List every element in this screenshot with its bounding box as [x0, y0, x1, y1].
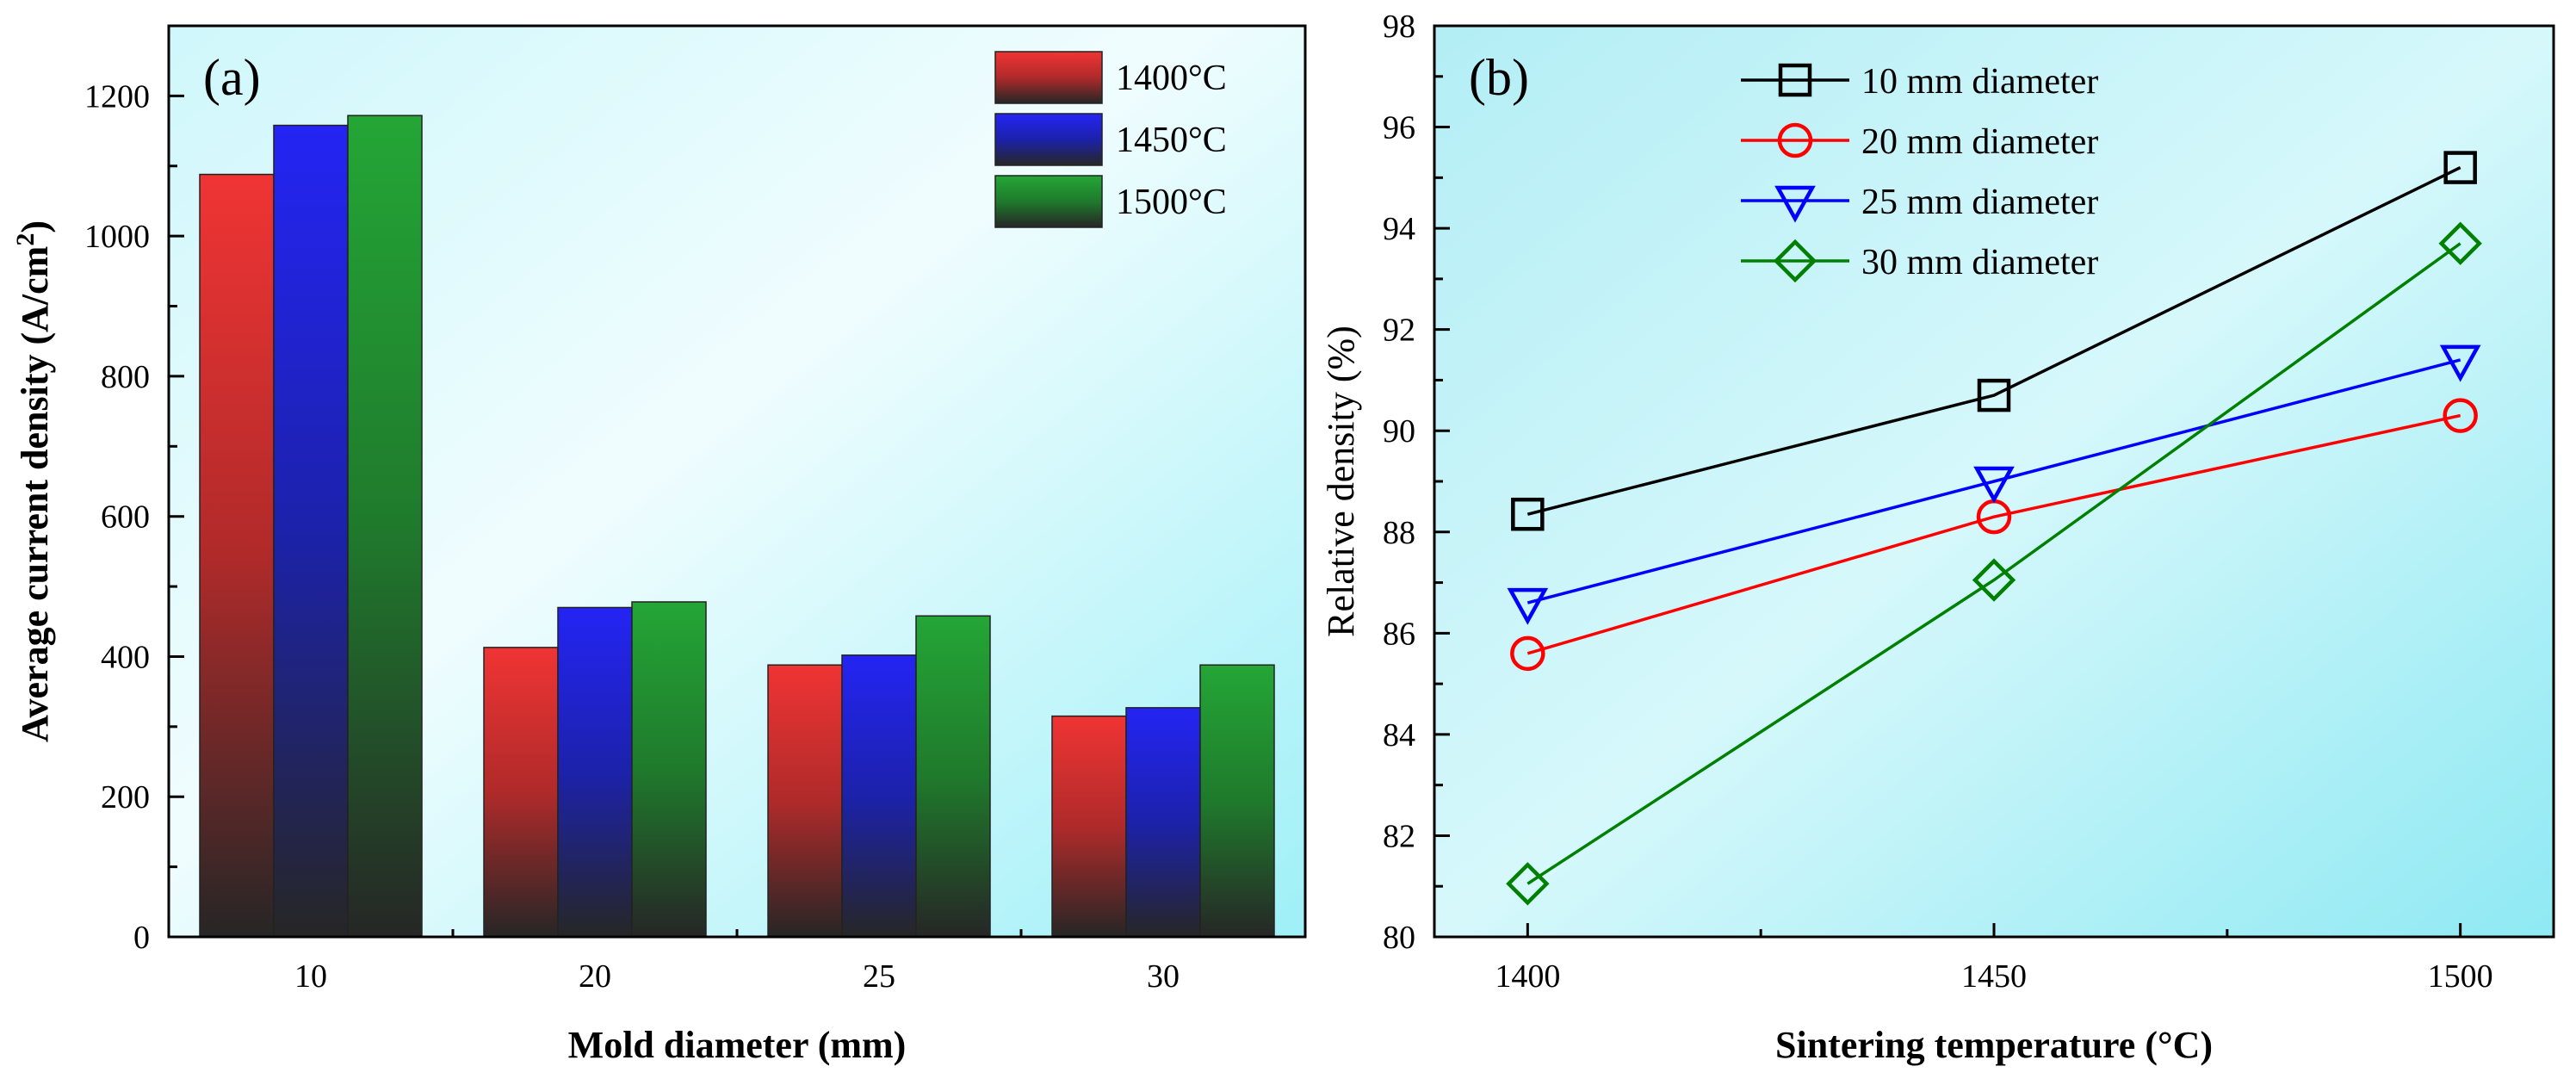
legend-marker — [1778, 63, 1812, 97]
y-tick-label: 800 — [101, 359, 150, 395]
y-tick-label: 1200 — [84, 78, 150, 115]
data-point-2 — [1507, 587, 1549, 625]
y-tick-label: 96 — [1383, 110, 1415, 146]
legend-marker — [1774, 185, 1816, 223]
y-tick-label: 90 — [1383, 413, 1415, 450]
data-point-3 — [1506, 862, 1550, 906]
data-point-0 — [1977, 378, 2011, 412]
x-tick-label: 30 — [1147, 958, 1180, 995]
panel-b-plot-frame — [1433, 24, 2555, 939]
bar-25-0 — [767, 664, 843, 938]
data-point-2 — [1973, 466, 2015, 504]
legend-swatch — [994, 175, 1103, 228]
legend-marker — [1773, 239, 1817, 283]
y-tick-label: 80 — [1383, 920, 1415, 956]
bar-20-1 — [557, 606, 633, 938]
bar-25-1 — [841, 654, 917, 938]
y-tick-label: 400 — [101, 639, 150, 675]
legend-label: 1500°C — [1116, 183, 1227, 222]
panel-a-y-axis-title: Average current density (A/cm2) — [11, 220, 56, 742]
series-line-2 — [1526, 358, 2461, 604]
data-point-0 — [2443, 151, 2477, 184]
panel-a-legend: 1400°C 1450°C 1500°C — [994, 51, 1227, 228]
y-tick-label: 84 — [1383, 717, 1415, 753]
data-point-1 — [1510, 636, 1545, 672]
y-tick-label: 98 — [1383, 9, 1415, 45]
data-point-2 — [2439, 344, 2481, 382]
bar-30-2 — [1199, 664, 1275, 938]
y-tick-label: 200 — [101, 779, 150, 815]
legend-label: 25 mm diameter — [1861, 183, 2098, 222]
series-line-0 — [1526, 166, 2461, 516]
panel-b-line-chart: 80 82 84 86 88 90 92 94 96 98 1400 1450 1500 (b) Si… — [1320, 9, 2555, 1066]
legend-label: 10 mm diameter — [1861, 62, 2098, 102]
x-tick-label: 1400 — [1495, 958, 1560, 995]
panel-b-y-axis-title: Relative density (%) — [1320, 326, 1362, 637]
panel-b-label: (b) — [1469, 49, 1529, 106]
bar-20-0 — [483, 647, 559, 938]
y-tick-label: 86 — [1383, 616, 1415, 652]
x-tick-label: 1450 — [1961, 958, 2027, 995]
y-tick-label: 82 — [1383, 818, 1415, 854]
x-tick-label: 25 — [863, 958, 895, 995]
panel-a-x-axis-title: Mold diameter (mm) — [568, 1024, 907, 1066]
legend-swatch — [994, 51, 1103, 104]
bar-10-1 — [273, 124, 349, 938]
data-point-0 — [1511, 497, 1545, 531]
y-tick-label: 600 — [101, 499, 150, 536]
bar-10-2 — [347, 115, 423, 938]
y-tick-label: 92 — [1383, 313, 1415, 349]
y-tick-label: 94 — [1383, 211, 1415, 247]
x-tick-label: 10 — [294, 958, 327, 995]
series-line-1 — [1526, 413, 2461, 655]
legend-label: 1450°C — [1116, 121, 1227, 160]
legend-label: 20 mm diameter — [1861, 122, 2098, 162]
bar-25-2 — [915, 615, 991, 938]
legend-label: 1400°C — [1116, 59, 1227, 98]
y-tick-label: 88 — [1383, 515, 1415, 551]
x-tick-label: 20 — [579, 958, 611, 995]
panel-b-x-axis-title: Sintering temperature (°C) — [1775, 1024, 2213, 1066]
panel-a-y-axis-title-superscript: 2 — [11, 233, 40, 246]
panel-a-bar-chart: 0 200 400 600 800 1000 1200 10 20 25 30 (a) Mold … — [11, 24, 1307, 1066]
panel-b-legend: 10 mm diameter 20 mm diameter 25 mm diamet… — [1741, 62, 2098, 283]
bar-20-2 — [631, 601, 707, 938]
y-tick-label: 0 — [133, 920, 150, 956]
bar-10-0 — [199, 173, 275, 938]
data-point-3 — [1972, 558, 2016, 602]
data-point-3 — [2438, 221, 2482, 265]
panel-a-label: (a) — [203, 49, 261, 106]
bar-30-1 — [1125, 707, 1201, 938]
data-point-1 — [2443, 398, 2478, 433]
legend-swatch — [994, 113, 1103, 166]
legend-label: 30 mm diameter — [1861, 243, 2098, 282]
legend-marker — [1777, 122, 1813, 158]
x-tick-label: 1500 — [2428, 958, 2493, 995]
y-tick-label: 1000 — [84, 219, 150, 255]
bar-30-0 — [1051, 715, 1127, 938]
panel-a-y-axis-title-end: ) — [14, 220, 56, 233]
panel-a-plot-frame — [167, 24, 1307, 939]
series-line-3 — [1526, 242, 2461, 885]
